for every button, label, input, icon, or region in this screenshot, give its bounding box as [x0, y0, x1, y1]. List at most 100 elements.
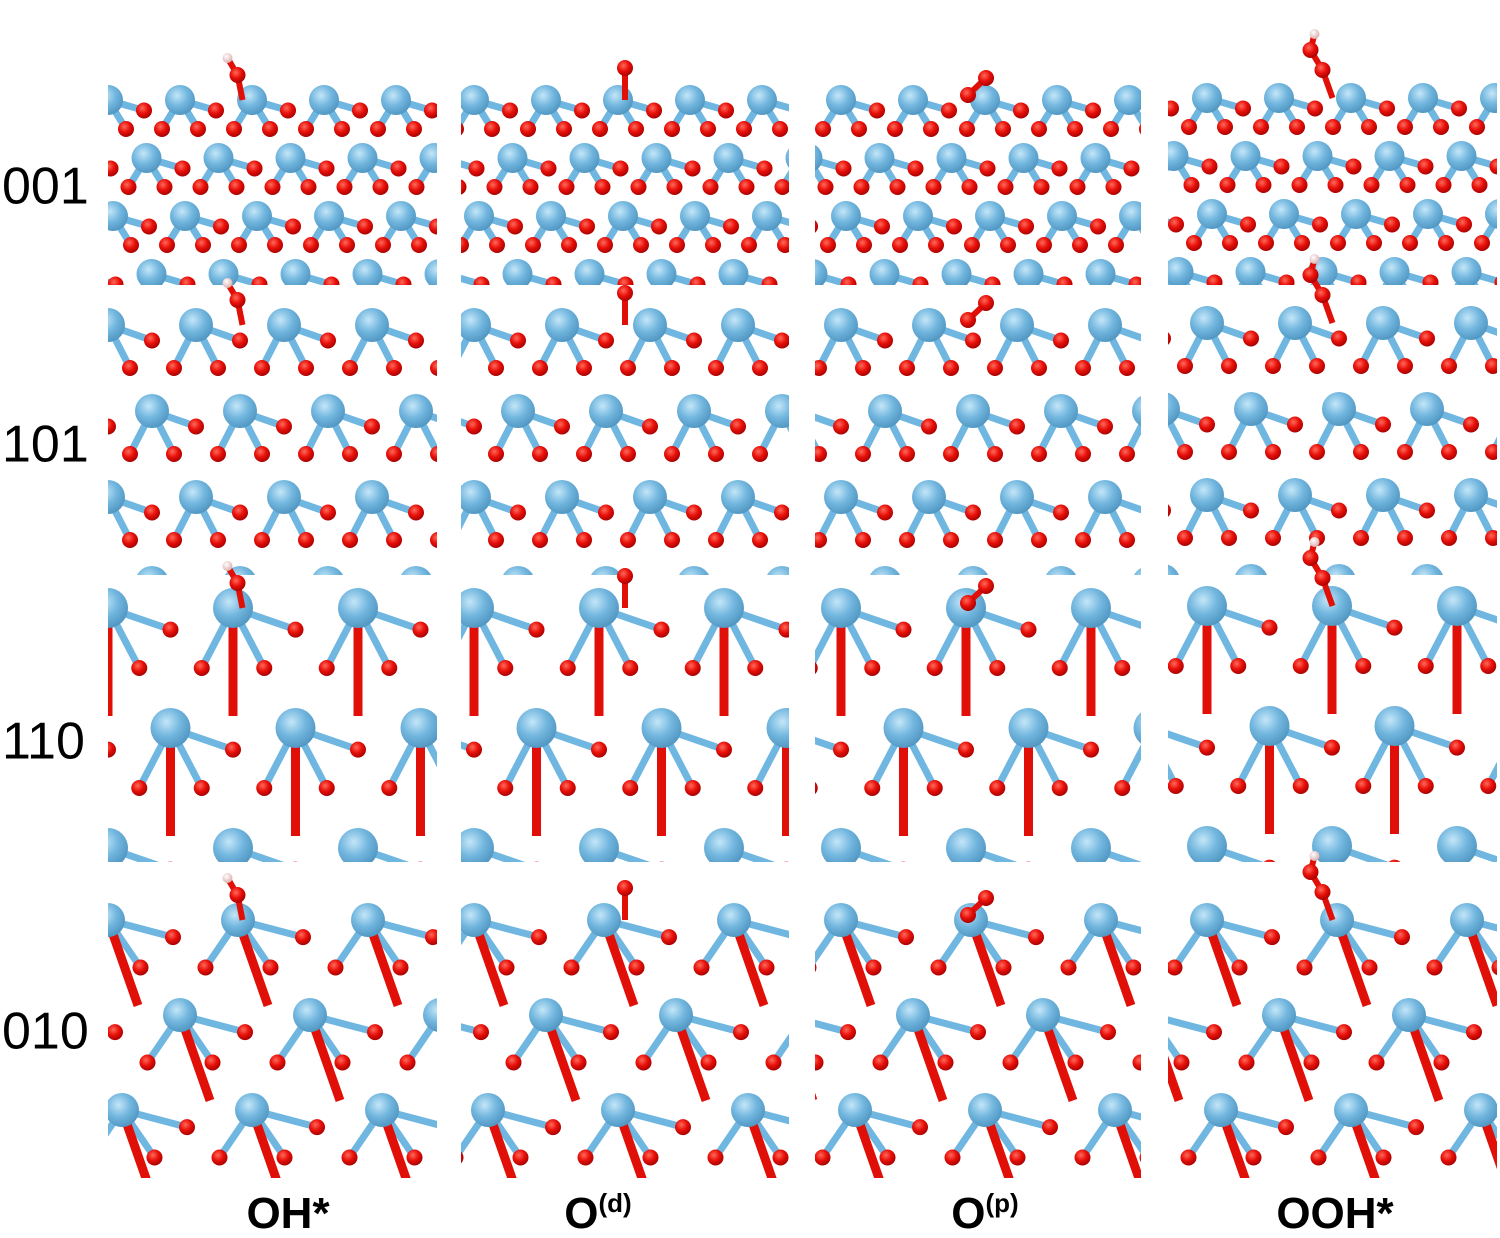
titanium-atom: [1437, 826, 1477, 862]
bond: [1187, 1205, 1252, 1222]
oxygen-atom: [965, 332, 981, 349]
oxygen-atom: [420, 295, 436, 311]
oxygen-atom: [1264, 929, 1280, 946]
oxygen-atom: [538, 862, 554, 878]
oxygen-atom: [34, 532, 50, 548]
titanium-atom: [1192, 83, 1222, 113]
oxygen-atom: [1336, 1024, 1352, 1041]
oxygen-atom: [1287, 588, 1303, 604]
titanium-atom: [0, 588, 3, 628]
oxygen-atom: [357, 218, 373, 235]
oxygen-atom: [166, 532, 182, 548]
bond: [0, 497, 20, 540]
oxygen-atom: [1013, 102, 1029, 119]
oxygen-atom: [833, 982, 849, 998]
bond: [820, 1205, 850, 1238]
titanium-atom: [400, 708, 437, 748]
oxygen-atom: [131, 780, 148, 796]
oxygen-atom: [1422, 274, 1439, 285]
oxygen-atom: [162, 295, 178, 311]
oxygen-atom: [1309, 444, 1325, 460]
oxygen-atom: [1456, 216, 1472, 233]
oxygen-atom: [555, 929, 571, 945]
oxygen-atom: [617, 285, 633, 301]
oxygen-atom: [276, 590, 292, 606]
titanium-atom: [235, 1093, 269, 1127]
bond: [1168, 411, 1189, 454]
oxygen-atom: [807, 334, 823, 350]
oxygen-atom: [708, 446, 724, 462]
oxygen-atom: [752, 360, 768, 376]
bond: [0, 848, 14, 908]
oxygen-atom: [342, 532, 358, 548]
oxygen-atom: [1314, 884, 1331, 900]
oxygen-atom: [1009, 418, 1025, 435]
bond: [1067, 332, 1085, 361]
oxygen-atom: [927, 900, 943, 916]
titanium-atom: [896, 998, 930, 1032]
oxygen-atom: [486, 179, 503, 195]
bond: [775, 583, 797, 626]
oxygen-atom: [506, 1020, 522, 1036]
oxygen-atom: [1271, 862, 1287, 878]
titanium-atom: [221, 903, 255, 937]
oxygen-atom: [1060, 959, 1077, 976]
oxygen-atom: [620, 446, 636, 462]
oxygen-atom: [131, 900, 147, 916]
oxygen-atom: [473, 276, 490, 285]
bond: [1057, 1205, 1122, 1222]
titanium-atom: [150, 708, 191, 748]
oxygen-atom: [197, 959, 214, 976]
titanium-atom: [679, 566, 709, 575]
oxygen-atom: [254, 360, 270, 376]
oxygen-atom: [430, 532, 437, 548]
titanium-atom: [713, 143, 744, 173]
oxygen-atom: [1141, 332, 1157, 348]
oxygen-atom: [17, 1150, 33, 1166]
oxygen-atom: [136, 102, 152, 119]
oxygen-atom: [530, 1055, 546, 1071]
bond: [454, 1205, 519, 1222]
bond: [454, 1205, 487, 1238]
oxygen-atom: [1119, 532, 1135, 548]
bond: [815, 438, 823, 456]
titanium-atom: [1190, 306, 1224, 340]
titanium-atom: [293, 998, 327, 1032]
titanium-atom: [1234, 392, 1268, 426]
oxygen-atom: [1251, 446, 1267, 462]
oxygen-atom: [1123, 160, 1140, 177]
bond: [765, 1205, 798, 1238]
oxygen-atom: [1361, 959, 1378, 976]
oxygen-atom: [989, 780, 1006, 796]
oxygen-atom: [144, 332, 160, 349]
oxygen-atom: [1480, 1214, 1496, 1230]
oxygen-atom: [435, 780, 451, 796]
titanium-atom: [365, 1093, 399, 1127]
titanium-atom: [179, 308, 213, 342]
oxygen-atom: [231, 237, 247, 253]
oxygen-atom: [342, 360, 358, 376]
oxygen-atom: [256, 1020, 272, 1036]
oxygen-atom: [789, 353, 805, 369]
oxygen-atom: [1309, 358, 1325, 374]
oxygen-atom: [1051, 660, 1068, 676]
oxygen-atom: [815, 781, 818, 795]
oxygen-atom: [510, 504, 526, 521]
titanium-atom: [1341, 199, 1371, 229]
oxygen-atom: [400, 360, 416, 376]
oxygen-atom: [689, 276, 706, 285]
oxygen-atom: [1125, 959, 1141, 976]
oxygen-atom: [1201, 158, 1218, 175]
bond: [1123, 418, 1141, 456]
oxygen-atom: [591, 741, 607, 758]
oxygen-atom: [1245, 1149, 1262, 1166]
oxygen-atom: [522, 179, 539, 195]
oxygen-atom: [144, 504, 160, 521]
oxygen-atom: [534, 861, 539, 862]
oxygen-atom: [987, 360, 1003, 376]
oxygen-atom: [1243, 330, 1259, 347]
oxygen-atom: [859, 295, 875, 311]
oxygen-atom: [787, 295, 803, 311]
oxygen-atom: [1198, 1055, 1214, 1071]
row-label: 001: [2, 158, 89, 216]
